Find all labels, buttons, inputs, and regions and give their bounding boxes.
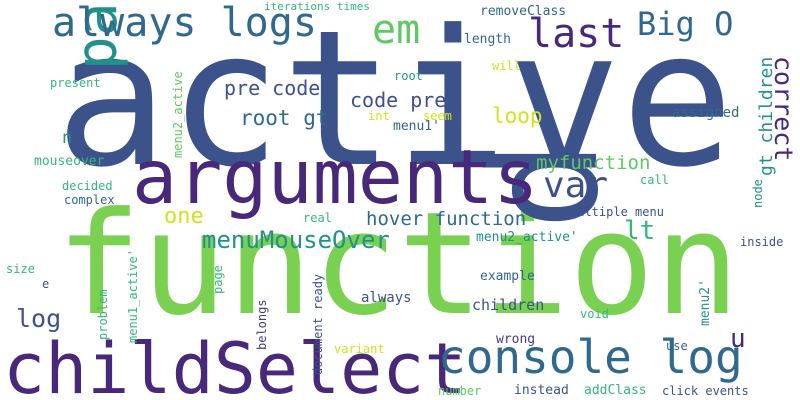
word-one: one <box>164 204 204 229</box>
word-problem: problem <box>96 289 110 340</box>
word-assigned: assigned <box>672 105 740 121</box>
word-instead: instead <box>514 383 569 398</box>
word-last: last <box>528 11 625 57</box>
word-log: log <box>16 304 62 333</box>
word-var: var <box>543 165 609 206</box>
word-addclass: addClass <box>584 383 647 398</box>
word-node: node <box>751 179 765 208</box>
word-inside: inside <box>740 235 784 249</box>
word-function: function <box>56 182 740 347</box>
word-console-log: console log <box>438 330 743 384</box>
word-lt: lt <box>624 216 656 246</box>
word-always: always <box>361 290 412 306</box>
word-em: em <box>372 7 421 53</box>
word-menu2-quote: menu2' <box>698 279 713 326</box>
word-hover-function: hover function <box>366 208 527 230</box>
word-menumouseover: menuMouseOver <box>202 226 390 254</box>
word-arguments: arguments <box>132 133 539 221</box>
word-page: page <box>211 265 225 294</box>
word-menu2-active: menu2_active <box>171 71 185 158</box>
word-root-gt: root gt <box>240 106 329 130</box>
word-children: children <box>472 296 545 314</box>
word-iterations-times: iterations times <box>264 0 370 13</box>
word-wrong: wrong <box>496 332 536 347</box>
word-loop: loop <box>492 104 543 128</box>
word-gt-children: gt children <box>756 56 777 176</box>
word-length: length <box>464 32 511 47</box>
word-example: example <box>480 269 535 284</box>
word-complex: complex <box>64 193 115 207</box>
word-int: int <box>368 109 390 123</box>
word-menu2-active-quote: menu2_active' <box>476 230 578 245</box>
word-n: n <box>62 128 73 148</box>
word-seem: seem <box>423 109 452 123</box>
word-document-ready: document ready <box>311 273 325 375</box>
word-pre-code: pre code <box>224 76 321 100</box>
word-will: will <box>492 59 521 73</box>
word-e: e <box>42 277 50 291</box>
word-real: real <box>303 211 332 225</box>
word-multiple-menu: multiple menu <box>570 205 664 219</box>
word-click-events: click events <box>662 384 749 398</box>
word-call: call <box>640 173 669 187</box>
word-present: present <box>50 76 101 90</box>
word-childselect: childSelect <box>3 328 467 400</box>
word-active: active <box>55 0 735 209</box>
word-size: size <box>6 262 35 276</box>
word-menu1-quote: menu1' <box>393 119 440 134</box>
word-decided: decided <box>62 179 113 193</box>
word-myfunction: myfunction <box>536 152 651 174</box>
word-big-o: Big O <box>637 5 734 43</box>
word-number: number <box>438 384 482 398</box>
word-removeclass: removeClass <box>480 4 567 19</box>
word-u: u <box>730 324 746 354</box>
word-void: void <box>580 307 609 321</box>
word-menu1-active-quote: menu1_active' <box>126 249 140 343</box>
word-belongs: belongs <box>255 299 269 350</box>
word-mouseover: mouseover <box>34 154 105 169</box>
word-always-logs: always logs <box>52 0 317 46</box>
word-code-pre: code pre <box>350 88 447 112</box>
word-variant: variant <box>334 342 385 356</box>
word-root: root <box>394 69 423 83</box>
word-use: use <box>666 339 688 353</box>
